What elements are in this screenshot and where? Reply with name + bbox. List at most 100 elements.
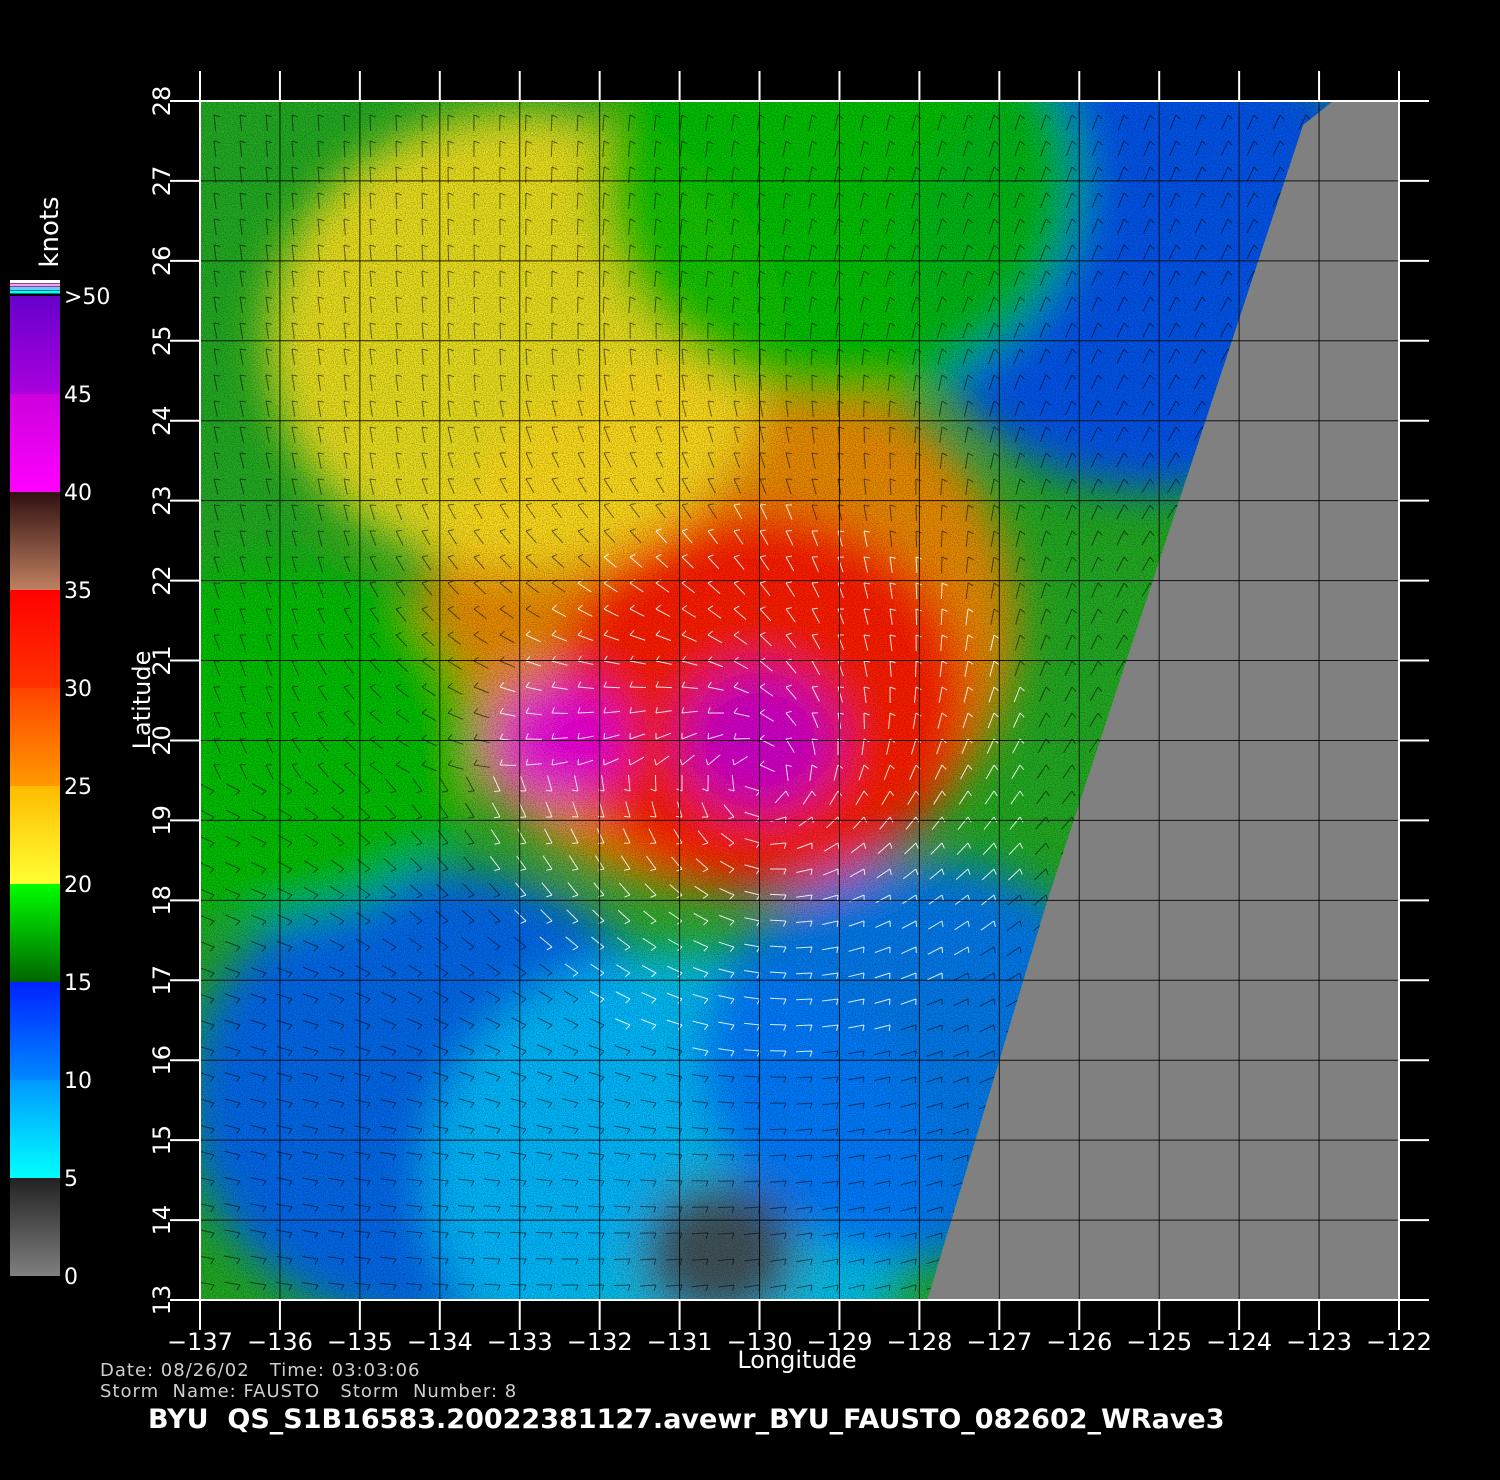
wind-barb-flag xyxy=(1019,946,1022,953)
wind-barb-flag xyxy=(650,894,657,898)
wind-barb xyxy=(406,1178,423,1182)
wind-barb-flag xyxy=(1019,816,1024,823)
wind-barb-flag xyxy=(366,1232,371,1239)
wind-barb xyxy=(822,1284,839,1289)
wind-barb-flag xyxy=(209,1050,215,1057)
wind-barb-flag xyxy=(733,244,740,249)
wind-barb xyxy=(718,995,735,1000)
wind-barb xyxy=(733,400,738,417)
wind-barb xyxy=(369,244,372,261)
wind-barb-flag xyxy=(863,556,871,559)
wind-barb xyxy=(291,322,295,339)
wind-barb xyxy=(265,322,270,339)
wind-barb-flag xyxy=(1227,166,1233,172)
wind-barb xyxy=(473,504,483,520)
wind-barb xyxy=(343,660,354,675)
wind-barb-flag xyxy=(603,374,610,377)
wind-barb-flag xyxy=(572,998,579,1004)
wind-barb-flag xyxy=(314,1050,319,1057)
wind-barb-flag xyxy=(707,218,714,223)
wind-barb xyxy=(859,166,865,183)
wind-barb xyxy=(317,192,320,209)
wind-barb xyxy=(1065,478,1073,495)
wind-barb xyxy=(291,660,300,676)
wind-barb-flag xyxy=(239,530,247,533)
wind-barb xyxy=(1116,400,1125,416)
wind-barb-flag xyxy=(1305,114,1311,120)
wind-barb xyxy=(239,712,247,728)
wind-barb-flag xyxy=(889,764,895,770)
wind-barb xyxy=(681,426,688,443)
wind-barb xyxy=(317,296,321,313)
wind-barb xyxy=(692,1258,709,1261)
wind-barb-flag xyxy=(733,270,740,275)
wind-barb-flag xyxy=(1149,530,1155,536)
wind-barb-flag xyxy=(941,166,948,172)
wind-barb xyxy=(989,660,995,677)
wind-barb-flag xyxy=(888,1206,891,1214)
wind-barb-flag xyxy=(265,400,272,403)
wind-barb-flag xyxy=(967,296,973,302)
wind-barb-flag xyxy=(1227,270,1233,276)
wind-barb xyxy=(265,166,269,183)
wind-barb-flag xyxy=(343,504,351,507)
wind-barb xyxy=(874,1024,891,1030)
wind-barb xyxy=(744,1022,761,1026)
wind-barb xyxy=(987,712,995,729)
wind-barb-flag xyxy=(523,1258,527,1265)
wind-barb xyxy=(435,910,449,922)
wind-barb xyxy=(1143,140,1151,156)
wind-barb xyxy=(863,530,868,547)
wind-barb xyxy=(1013,374,1021,391)
wind-barb-flag xyxy=(366,1258,371,1265)
wind-barb-flag xyxy=(395,296,402,300)
wind-barb-flag xyxy=(1123,192,1129,198)
wind-barb-flag xyxy=(785,684,792,688)
wind-barb-flag xyxy=(287,998,293,1004)
wind-barb-flag xyxy=(1175,348,1181,354)
wind-barb xyxy=(213,218,217,235)
wind-barb xyxy=(654,296,657,313)
wind-barb xyxy=(473,764,490,768)
axis-ticks xyxy=(170,71,1429,1330)
wind-barb xyxy=(1090,660,1099,676)
wind-barb xyxy=(937,348,943,365)
wind-barb xyxy=(863,660,868,677)
wind-barb xyxy=(733,634,748,645)
wind-barb-flag xyxy=(601,1206,605,1213)
wind-barb-flag xyxy=(288,1102,293,1109)
wind-barb xyxy=(213,452,219,469)
wind-barb xyxy=(822,1232,839,1237)
wind-barb xyxy=(705,244,709,261)
wind-barb xyxy=(936,296,943,313)
wind-barb-flag xyxy=(262,1102,267,1109)
wind-barb xyxy=(421,192,424,210)
wind-barb xyxy=(962,712,969,729)
wind-barb xyxy=(1195,114,1203,130)
wind-barb xyxy=(473,634,488,644)
wind-barb-flag xyxy=(1175,426,1181,432)
wind-barb-flag xyxy=(392,1284,397,1291)
wind-barb xyxy=(614,1098,631,1104)
wind-barb-flag xyxy=(338,816,345,821)
wind-barb-flag xyxy=(1149,374,1155,380)
wind-barb xyxy=(979,1050,995,1058)
wind-barb xyxy=(510,1205,527,1208)
wind-barb xyxy=(317,452,322,469)
wind-barb-flag xyxy=(317,244,324,248)
wind-barb-flag xyxy=(629,681,633,688)
wind-barb-flag xyxy=(811,633,819,636)
wind-barb-flag xyxy=(598,789,605,792)
wind-barb xyxy=(863,426,866,444)
wind-barb-flag xyxy=(889,374,896,379)
wind-barb xyxy=(731,192,735,209)
wind-barb xyxy=(629,556,643,568)
wind-barb-flag xyxy=(317,478,325,481)
wind-barb-flag xyxy=(1123,478,1129,484)
wind-barb-flag xyxy=(785,400,792,403)
wind-barb xyxy=(958,790,969,805)
wind-barb xyxy=(1116,608,1125,624)
wind-barb xyxy=(928,920,943,930)
wind-barb xyxy=(380,1151,397,1156)
wind-barb-flag xyxy=(731,1258,735,1265)
